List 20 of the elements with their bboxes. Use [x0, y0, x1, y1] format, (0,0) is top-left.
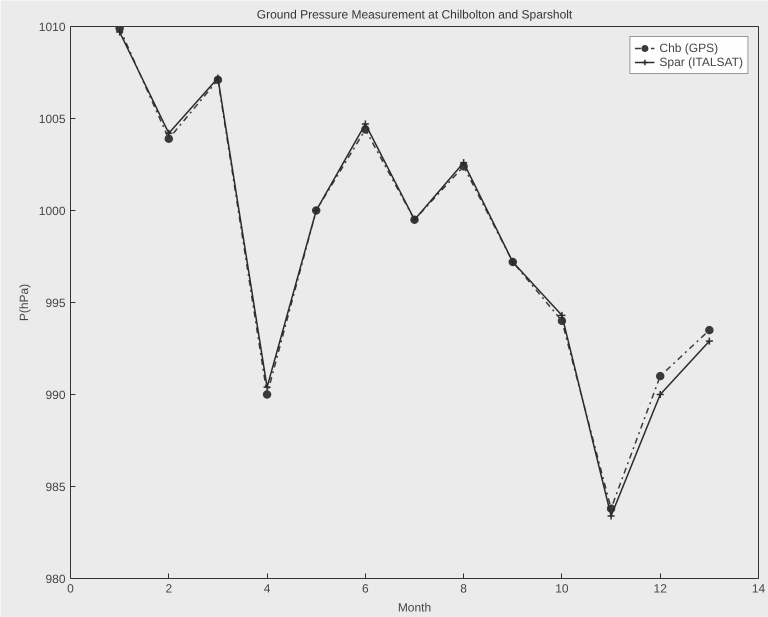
y-tick-label: 990 [45, 388, 66, 402]
legend-label: Chb (GPS) [659, 41, 718, 55]
y-tick-label: 1005 [38, 112, 66, 126]
x-tick-label: 12 [654, 582, 668, 596]
y-tick-label: 1000 [38, 204, 66, 218]
x-tick-label: 10 [555, 582, 569, 596]
y-tick-label: 995 [45, 296, 66, 310]
y-tick-label: 1010 [38, 20, 66, 34]
y-tick-label: 985 [45, 480, 66, 494]
y-axis-title: P(hPa) [16, 284, 31, 322]
x-tick-label: 6 [362, 582, 370, 596]
x-axis-title: Month [398, 600, 432, 614]
x-tick-label: 8 [460, 582, 468, 596]
x-tick-label: 4 [264, 582, 271, 596]
x-tick-label: 2 [165, 582, 172, 596]
x-tick-label: 14 [752, 582, 766, 596]
x-tick-label: 0 [67, 582, 74, 596]
legend-label: Spar (ITALSAT) [659, 55, 743, 69]
y-tick-label: 980 [45, 572, 66, 586]
chart-title: Ground Pressure Measurement at Chilbolton and Sparsholt [256, 8, 573, 22]
